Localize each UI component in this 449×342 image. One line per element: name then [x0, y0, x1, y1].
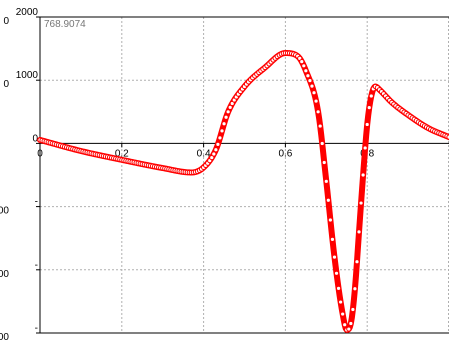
x-tick-label: 0.4	[197, 148, 211, 159]
series-marker	[223, 114, 229, 120]
x-tick-label: 0.2	[115, 148, 129, 159]
series-marker	[346, 326, 352, 332]
series-marker	[303, 68, 309, 74]
y-tick-label-sub: 3000	[0, 332, 9, 342]
series-marker	[319, 140, 325, 147]
series-marker	[225, 109, 231, 115]
series-marker	[313, 98, 319, 104]
x-tick-label: 0.6	[278, 148, 292, 159]
series-marker	[340, 311, 346, 317]
series-marker	[305, 73, 311, 79]
series-marker	[364, 121, 370, 128]
series-marker	[217, 135, 223, 141]
y-tick-label-sub: 0	[3, 16, 9, 27]
series-marker	[354, 259, 360, 265]
series-marker	[323, 178, 329, 184]
series-marker	[215, 141, 221, 147]
series-marker	[307, 78, 313, 84]
series-marker	[362, 145, 368, 151]
series-marker	[331, 254, 338, 260]
series-marker	[227, 104, 233, 110]
series-marker	[219, 128, 225, 134]
y-tick-label: -	[35, 197, 38, 208]
series-marker	[333, 270, 340, 276]
y-tick-label-sub: 2000	[0, 269, 9, 280]
series-markers	[37, 50, 449, 333]
y-axis-ticks: 2000 0 1000 0 0 - 1000 - 2000 - 3000	[0, 7, 40, 342]
y-tick-label: 2000	[16, 7, 39, 18]
series-marker	[211, 151, 217, 157]
value-readout: 768.9074	[44, 19, 86, 30]
series-marker	[360, 172, 366, 178]
series-marker	[358, 200, 364, 206]
series-marker	[213, 147, 219, 153]
series-marker	[221, 121, 227, 127]
y-tick-label: 1000	[16, 70, 39, 81]
y-tick-label-sub: 1000	[0, 206, 9, 217]
series-marker	[329, 236, 336, 242]
series-marker	[327, 217, 333, 223]
series-marker	[338, 299, 344, 305]
grid-lines	[40, 16, 449, 334]
series-marker	[352, 286, 358, 292]
series-marker	[325, 197, 331, 203]
y-tick-label-sub: 0	[3, 79, 9, 90]
series-marker	[368, 93, 374, 99]
x-tick-label: 0	[37, 148, 43, 159]
series-marker	[356, 229, 362, 235]
y-tick-label: -	[35, 323, 38, 334]
series-marker	[299, 59, 305, 65]
axes	[39, 16, 449, 334]
series-marker	[315, 109, 321, 115]
series-marker	[335, 285, 342, 291]
y-tick-label: 0	[32, 133, 38, 144]
series-marker	[301, 63, 307, 69]
series-marker	[366, 105, 372, 111]
y-tick-label: -	[35, 260, 38, 271]
series-marker	[350, 306, 356, 313]
series-marker	[348, 320, 354, 327]
series-marker	[317, 123, 323, 129]
series-marker	[342, 322, 348, 328]
series-marker	[321, 159, 327, 166]
series-marker	[309, 83, 315, 89]
series-marker	[311, 90, 317, 96]
